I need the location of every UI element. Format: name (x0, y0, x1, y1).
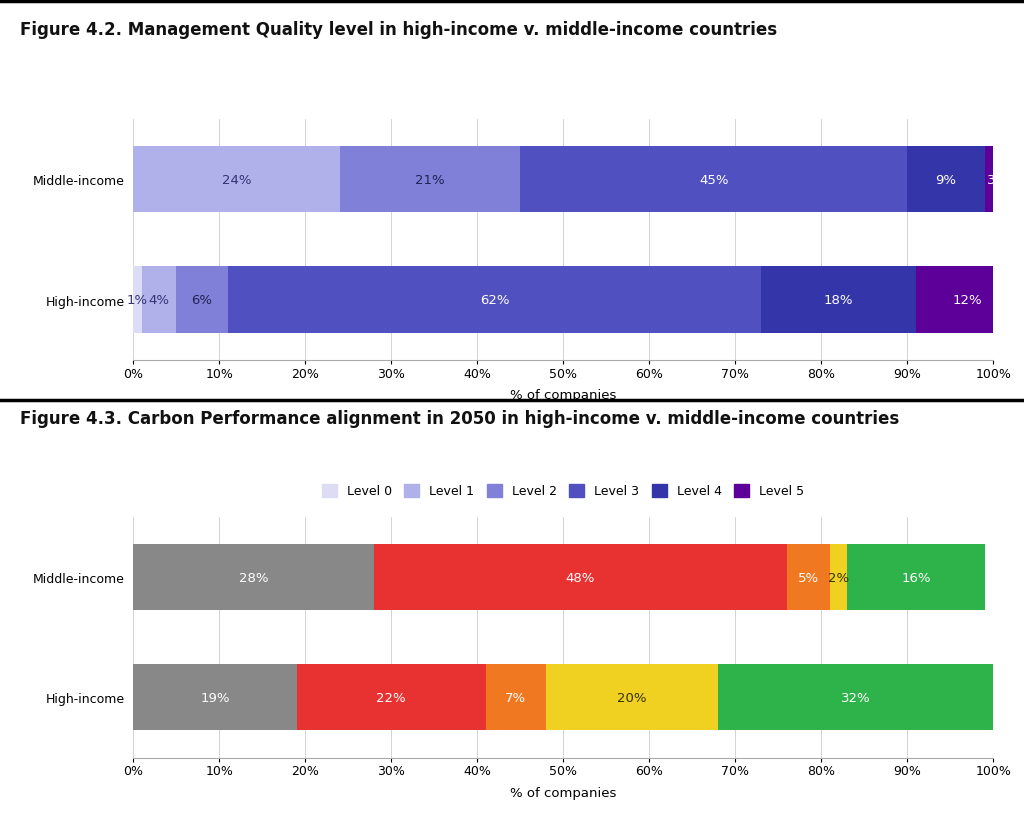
Bar (786, 545, 829, 610)
Legend: Level 0, Level 1, Level 2, Level 3, Level 4, Level 5: Level 0, Level 1, Level 2, Level 3, Leve… (316, 479, 810, 503)
Bar (141, 267, 176, 333)
Text: 32%: 32% (841, 691, 870, 704)
X-axis label: % of companies: % of companies (510, 388, 616, 402)
Text: 1%: 1% (127, 294, 148, 306)
Text: 16%: 16% (901, 571, 931, 584)
Text: 2%: 2% (827, 571, 849, 584)
Text: Figure 4.3. Carbon Performance alignment in 2050 in high-income v. middle-income: Figure 4.3. Carbon Performance alignment… (20, 410, 900, 428)
Bar (485, 665, 546, 730)
Bar (915, 267, 1019, 333)
Text: 20%: 20% (617, 691, 647, 704)
Text: 18%: 18% (823, 294, 853, 306)
Text: 22%: 22% (377, 691, 406, 704)
Bar (133, 267, 141, 333)
Text: 4%: 4% (148, 294, 169, 306)
X-axis label: % of companies: % of companies (510, 786, 616, 799)
Bar (340, 147, 520, 213)
Bar (761, 267, 915, 333)
Bar (847, 545, 985, 610)
Text: 62%: 62% (479, 294, 509, 306)
Bar (520, 147, 907, 213)
Bar (829, 545, 847, 610)
Text: Figure 4.2. Management Quality level in high-income v. middle-income countries: Figure 4.2. Management Quality level in … (20, 21, 777, 39)
Text: 9%: 9% (936, 174, 956, 186)
Bar (227, 267, 761, 333)
Bar (297, 665, 485, 730)
Bar (374, 545, 786, 610)
Bar (718, 665, 993, 730)
Text: 5%: 5% (798, 571, 819, 584)
Bar (133, 147, 340, 213)
Text: 24%: 24% (221, 174, 251, 186)
Text: 6%: 6% (191, 294, 212, 306)
Bar (133, 665, 297, 730)
Text: 45%: 45% (699, 174, 728, 186)
Bar (546, 665, 718, 730)
Text: 21%: 21% (415, 174, 444, 186)
Text: 28%: 28% (239, 571, 268, 584)
Bar (907, 147, 985, 213)
Text: 3%: 3% (987, 174, 1009, 186)
Text: 12%: 12% (952, 294, 982, 306)
Bar (985, 147, 1011, 213)
Bar (176, 267, 227, 333)
Bar (133, 545, 374, 610)
Text: 19%: 19% (200, 691, 229, 704)
Text: 7%: 7% (505, 691, 526, 704)
Text: 48%: 48% (565, 571, 595, 584)
